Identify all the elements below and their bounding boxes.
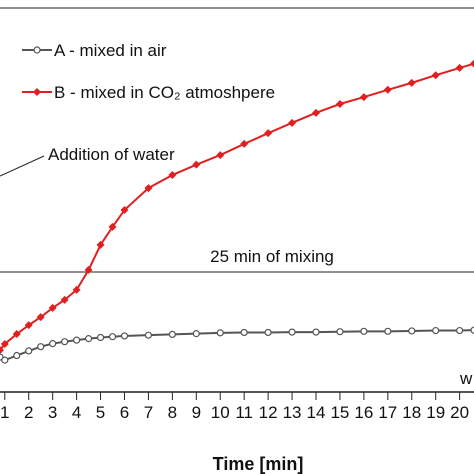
x-tick-label: 7 xyxy=(144,403,153,422)
point xyxy=(456,326,464,335)
point xyxy=(84,335,93,343)
x-tick-label: 6 xyxy=(120,403,129,422)
point xyxy=(96,240,105,249)
x-tick-label: 9 xyxy=(192,403,201,422)
x-tick-label: 8 xyxy=(168,403,177,422)
point xyxy=(96,333,105,342)
series-line xyxy=(0,329,474,362)
x-tick-label: 15 xyxy=(330,403,349,422)
point xyxy=(72,285,81,294)
point xyxy=(36,313,45,322)
point xyxy=(0,346,4,355)
x-tick-label: 12 xyxy=(259,403,278,422)
point xyxy=(1,356,9,364)
x-tick-label: 19 xyxy=(426,403,445,422)
point xyxy=(431,71,440,80)
x-tick-label: 20 xyxy=(450,403,469,422)
point xyxy=(49,340,57,348)
point xyxy=(470,59,474,68)
point xyxy=(25,347,33,355)
point xyxy=(455,63,464,72)
annotation: w xyxy=(459,369,473,388)
point xyxy=(24,321,33,330)
point xyxy=(192,160,201,169)
x-tick-label: 18 xyxy=(402,403,421,422)
point xyxy=(144,184,153,193)
point xyxy=(264,129,273,138)
point xyxy=(407,78,416,87)
point xyxy=(240,139,249,148)
x-tick-label: 1 xyxy=(0,403,9,422)
point xyxy=(383,85,392,94)
point xyxy=(192,330,200,338)
point xyxy=(408,327,416,335)
point xyxy=(84,265,93,274)
x-tick-label: 17 xyxy=(378,403,397,422)
x-tick-label: 16 xyxy=(354,403,373,422)
point xyxy=(73,336,81,344)
x-tick-label: 10 xyxy=(211,403,230,422)
point xyxy=(108,333,117,341)
point xyxy=(384,327,392,335)
point xyxy=(216,151,225,160)
point xyxy=(61,338,69,346)
x-tick-label: 14 xyxy=(307,403,326,422)
point xyxy=(144,331,153,339)
point xyxy=(312,108,320,117)
point xyxy=(264,328,272,337)
legend-label: A - mixed in air xyxy=(54,41,167,60)
x-tick-label: 2 xyxy=(24,403,33,422)
point xyxy=(240,328,248,337)
point xyxy=(336,328,344,336)
point xyxy=(335,100,344,108)
x-tick-label: 13 xyxy=(283,403,302,422)
annotation-pointer xyxy=(0,155,45,177)
point xyxy=(60,295,69,304)
point xyxy=(120,205,129,214)
point xyxy=(288,118,297,127)
point xyxy=(470,326,474,334)
point xyxy=(48,303,57,312)
reference-label: 25 min of mixing xyxy=(210,247,334,266)
point xyxy=(359,93,368,102)
point xyxy=(37,343,45,351)
point xyxy=(168,330,176,338)
point xyxy=(288,328,296,336)
legend-marker xyxy=(33,88,41,96)
legend-label: B - mixed in CO₂ atmoshpere xyxy=(54,83,275,102)
legend-marker xyxy=(33,46,41,54)
point xyxy=(432,326,440,335)
x-tick-label: 3 xyxy=(48,403,57,422)
point xyxy=(0,340,9,348)
point xyxy=(360,327,368,335)
x-tick-label: 4 xyxy=(72,403,81,422)
x-tick-label: 11 xyxy=(235,403,253,422)
point xyxy=(108,222,117,231)
point xyxy=(12,330,21,339)
series-line xyxy=(0,62,474,351)
annotation: Addition of water xyxy=(48,145,175,164)
point xyxy=(216,329,224,337)
point xyxy=(168,171,177,180)
x-tick-label: 5 xyxy=(96,403,105,422)
point xyxy=(13,351,21,360)
point xyxy=(120,332,129,340)
point xyxy=(312,328,320,336)
x-axis-label: Time [min] xyxy=(213,454,304,474)
